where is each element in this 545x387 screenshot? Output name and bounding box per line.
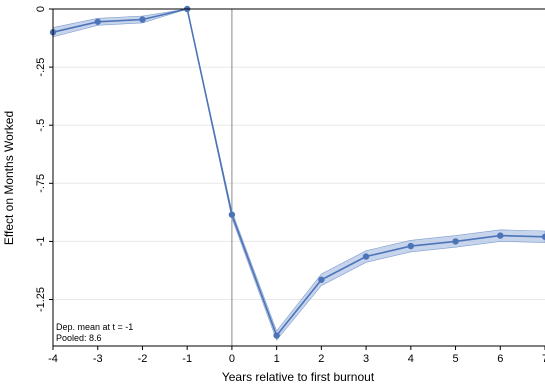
point--3 [94,18,101,25]
x-axis-title: Years relative to first burnout [222,370,375,384]
axes [49,8,545,350]
x-tick-label-2: 2 [318,353,324,365]
point-2 [318,276,325,283]
point-1 [273,332,280,339]
y-tick-label-1: -.25 [35,58,47,77]
point-3 [362,253,370,260]
y-tick-label-5: -1.25 [35,287,47,312]
y-tick-label-4: -1 [35,237,47,247]
x-tick-label--1: -1 [182,353,192,365]
y-axis-title: Effect on Months Worked [2,111,16,245]
estimate-line [52,8,545,338]
x-tick-labels: -4 -3 -2 -1 0 1 2 3 4 5 6 7 [48,353,545,365]
x-tick-label--3: -3 [93,353,103,365]
point--2 [139,16,146,23]
x-tick-label-7: 7 [542,353,545,365]
point-0 [228,211,236,218]
point-4 [407,242,415,250]
note-line-1: Dep. mean at t = -1 [56,322,133,332]
note-line-2: Pooled: 8.6 [56,333,102,343]
estimate-points [49,5,545,339]
x-tick-label-4: 4 [408,353,414,365]
series-line [52,8,545,338]
x-tick-label-6: 6 [497,353,503,365]
y-tick-label-3: -.75 [35,174,47,193]
x-tick-label-0: 0 [229,353,235,365]
point-6 [497,232,504,239]
x-tick-label-1: 1 [274,353,280,365]
y-tick-label-2: -.5 [35,119,47,132]
x-tick-label--2: -2 [138,353,148,365]
y-tick-label-0: 0 [35,6,47,12]
point-5 [452,238,459,245]
point-7 [541,233,545,240]
grid-lines [53,66,545,301]
x-tick-label--4: -4 [48,353,58,365]
x-tick-label-5: 5 [452,353,458,365]
x-tick-label-3: 3 [363,353,369,365]
y-tick-labels: 0 -.25 -.5 -.75 -1 -1.25 [35,6,47,312]
